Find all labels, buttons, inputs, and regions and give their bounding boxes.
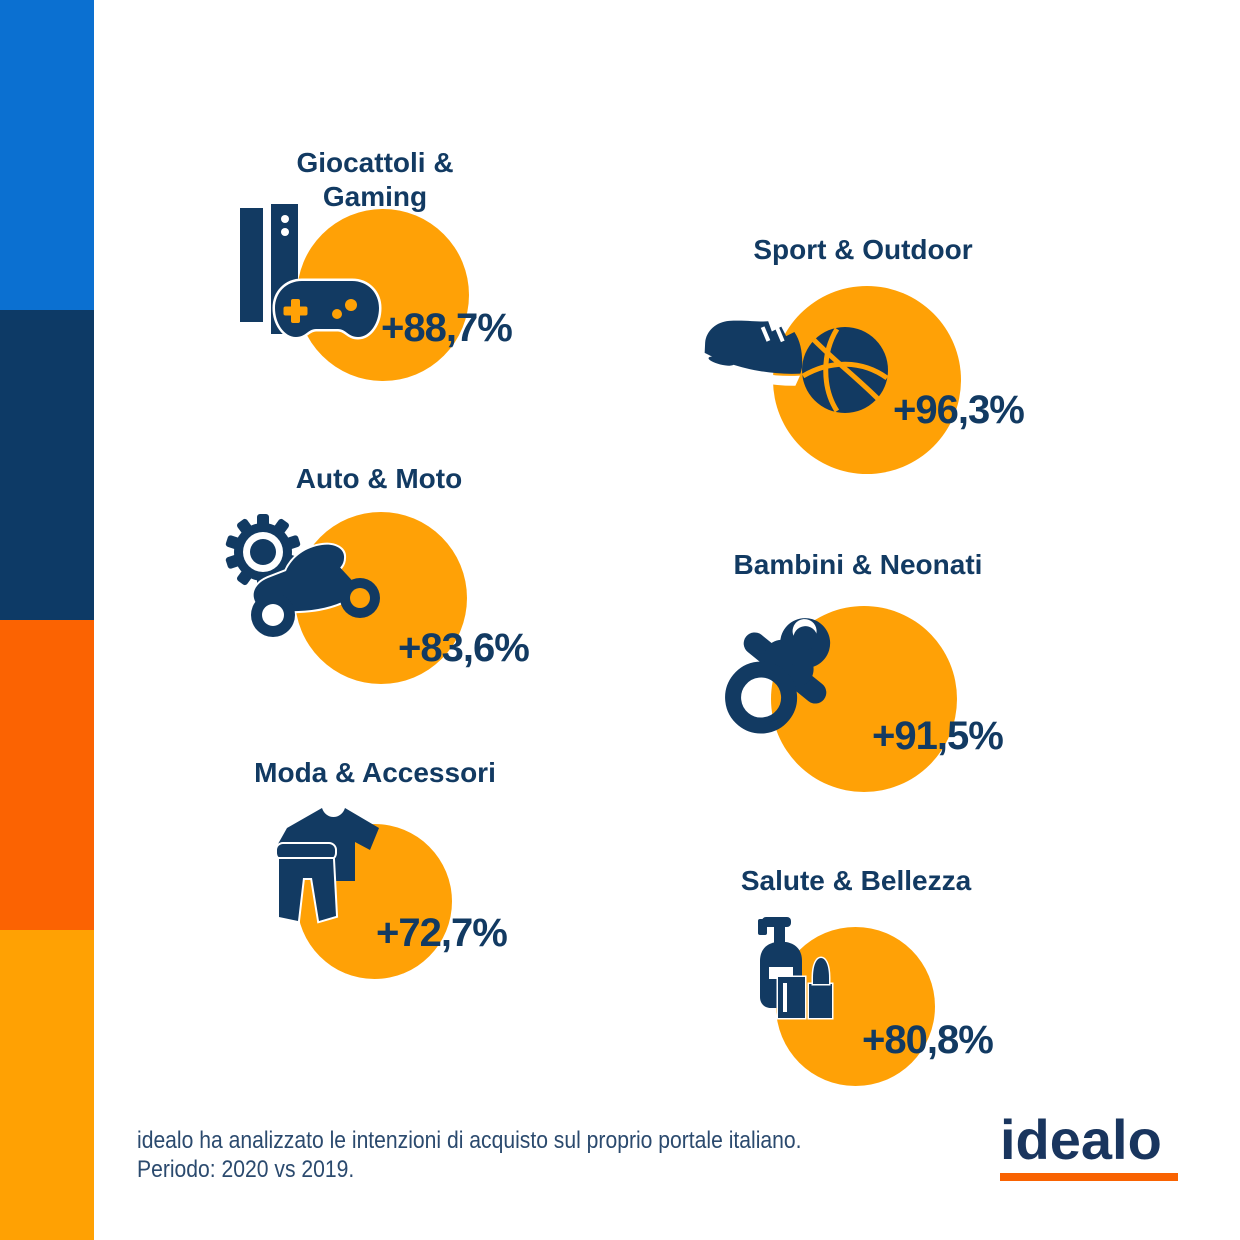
category-title-salute-bellezza: Salute & Bellezza	[740, 865, 972, 896]
stripe-block-navy	[0, 310, 94, 620]
growth-value-salute-bellezza: +80,8%	[862, 1018, 994, 1062]
category-title-moda-accessori: Moda & Accessori	[254, 757, 496, 788]
game-console-gamepad-icon	[238, 202, 383, 347]
growth-value-bambini-neonati: +91,5%	[872, 714, 1004, 758]
footer-note-line2: Periodo: 2020 vs 2019.	[137, 1156, 355, 1183]
tshirt-pants-icon	[265, 800, 385, 928]
category-title-auto-moto: Auto & Moto	[295, 463, 463, 494]
left-color-stripe	[0, 0, 94, 1240]
idealo-logo-text: idealo	[1000, 1108, 1162, 1171]
sneaker-basketball-icon	[698, 290, 898, 420]
cosmetics-icon	[750, 912, 840, 1022]
category-title-sport-outdoor: Sport & Outdoor	[753, 234, 973, 265]
idealo-logo: idealo	[1000, 1112, 1178, 1181]
idealo-logo-underline	[1000, 1173, 1178, 1181]
growth-value-giocattoli-gaming: +88,7%	[381, 306, 513, 350]
growth-value-sport-outdoor: +96,3%	[893, 388, 1025, 432]
footer-note-line1: idealo ha analizzato le intenzioni di ac…	[137, 1127, 802, 1154]
growth-value-auto-moto: +83,6%	[398, 626, 530, 670]
pacifier-icon	[718, 598, 842, 768]
growth-value-moda-accessori: +72,7%	[376, 911, 508, 955]
category-title-bambini-neonati: Bambini & Neonati	[733, 549, 983, 580]
stripe-block-amber	[0, 930, 94, 1240]
stripe-block-blue	[0, 0, 94, 310]
stripe-block-orange	[0, 620, 94, 930]
footer-note: idealo ha analizzato le intenzioni di ac…	[137, 1126, 802, 1184]
category-title-giocattoli-gaming: Giocattoli & Gaming	[296, 147, 454, 212]
gear-motorcycle-icon	[222, 505, 382, 640]
